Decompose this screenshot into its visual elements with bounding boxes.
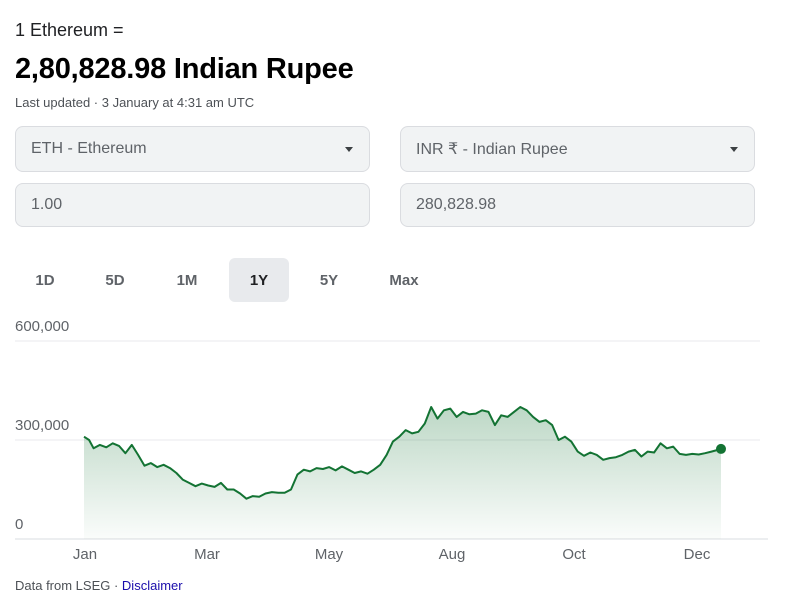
x-tick-label: Dec (683, 546, 711, 563)
tab-5y[interactable]: 5Y (319, 271, 339, 289)
to-amount-input[interactable]: 280,828.98 (400, 183, 755, 227)
conversion-prefix: 1 Ethereum = (15, 20, 124, 40)
data-source: Data from LSEG · Disclaimer (15, 578, 183, 593)
tab-max[interactable]: Max (389, 271, 419, 289)
from-currency-select[interactable]: ETH - Ethereum (15, 126, 370, 172)
data-source-label: Data from LSEG · (15, 578, 122, 593)
to-currency-select[interactable]: INR ₹ - Indian Rupee (400, 126, 755, 172)
current-point (716, 443, 726, 454)
x-tick-label: Mar (194, 546, 220, 563)
y-tick-label: 300,000 (15, 417, 70, 434)
y-tick-label: 600,000 (15, 318, 70, 335)
to-amount-value: 280,828.98 (416, 196, 497, 213)
x-tick-label: Oct (562, 546, 586, 563)
tab-1m[interactable]: 1M (176, 271, 198, 289)
x-tick-label: May (314, 546, 344, 563)
series-area (84, 407, 721, 539)
x-tick-label: Jan (72, 546, 98, 563)
tab-1d[interactable]: 1D (35, 271, 55, 289)
from-amount-input[interactable]: 1.00 (15, 183, 370, 227)
dropdown-caret-icon (730, 146, 738, 152)
tab-5d[interactable]: 5D (105, 271, 125, 289)
x-tick-label: Aug (438, 546, 466, 563)
conversion-result: 2,80,828.98 Indian Rupee (15, 53, 354, 85)
to-currency-label: INR ₹ - Indian Rupee (416, 141, 568, 158)
last-updated: Last updated · 3 January at 4:31 am UTC (15, 95, 255, 110)
from-currency-label: ETH - Ethereum (31, 140, 147, 157)
series-line (83, 406, 722, 500)
disclaimer-link[interactable]: Disclaimer (121, 578, 183, 593)
y-tick-label: 0 (15, 516, 24, 533)
dropdown-caret-icon (345, 146, 353, 152)
from-amount-value: 1.00 (31, 196, 63, 213)
tab-1y[interactable]: 1Y (229, 258, 289, 302)
